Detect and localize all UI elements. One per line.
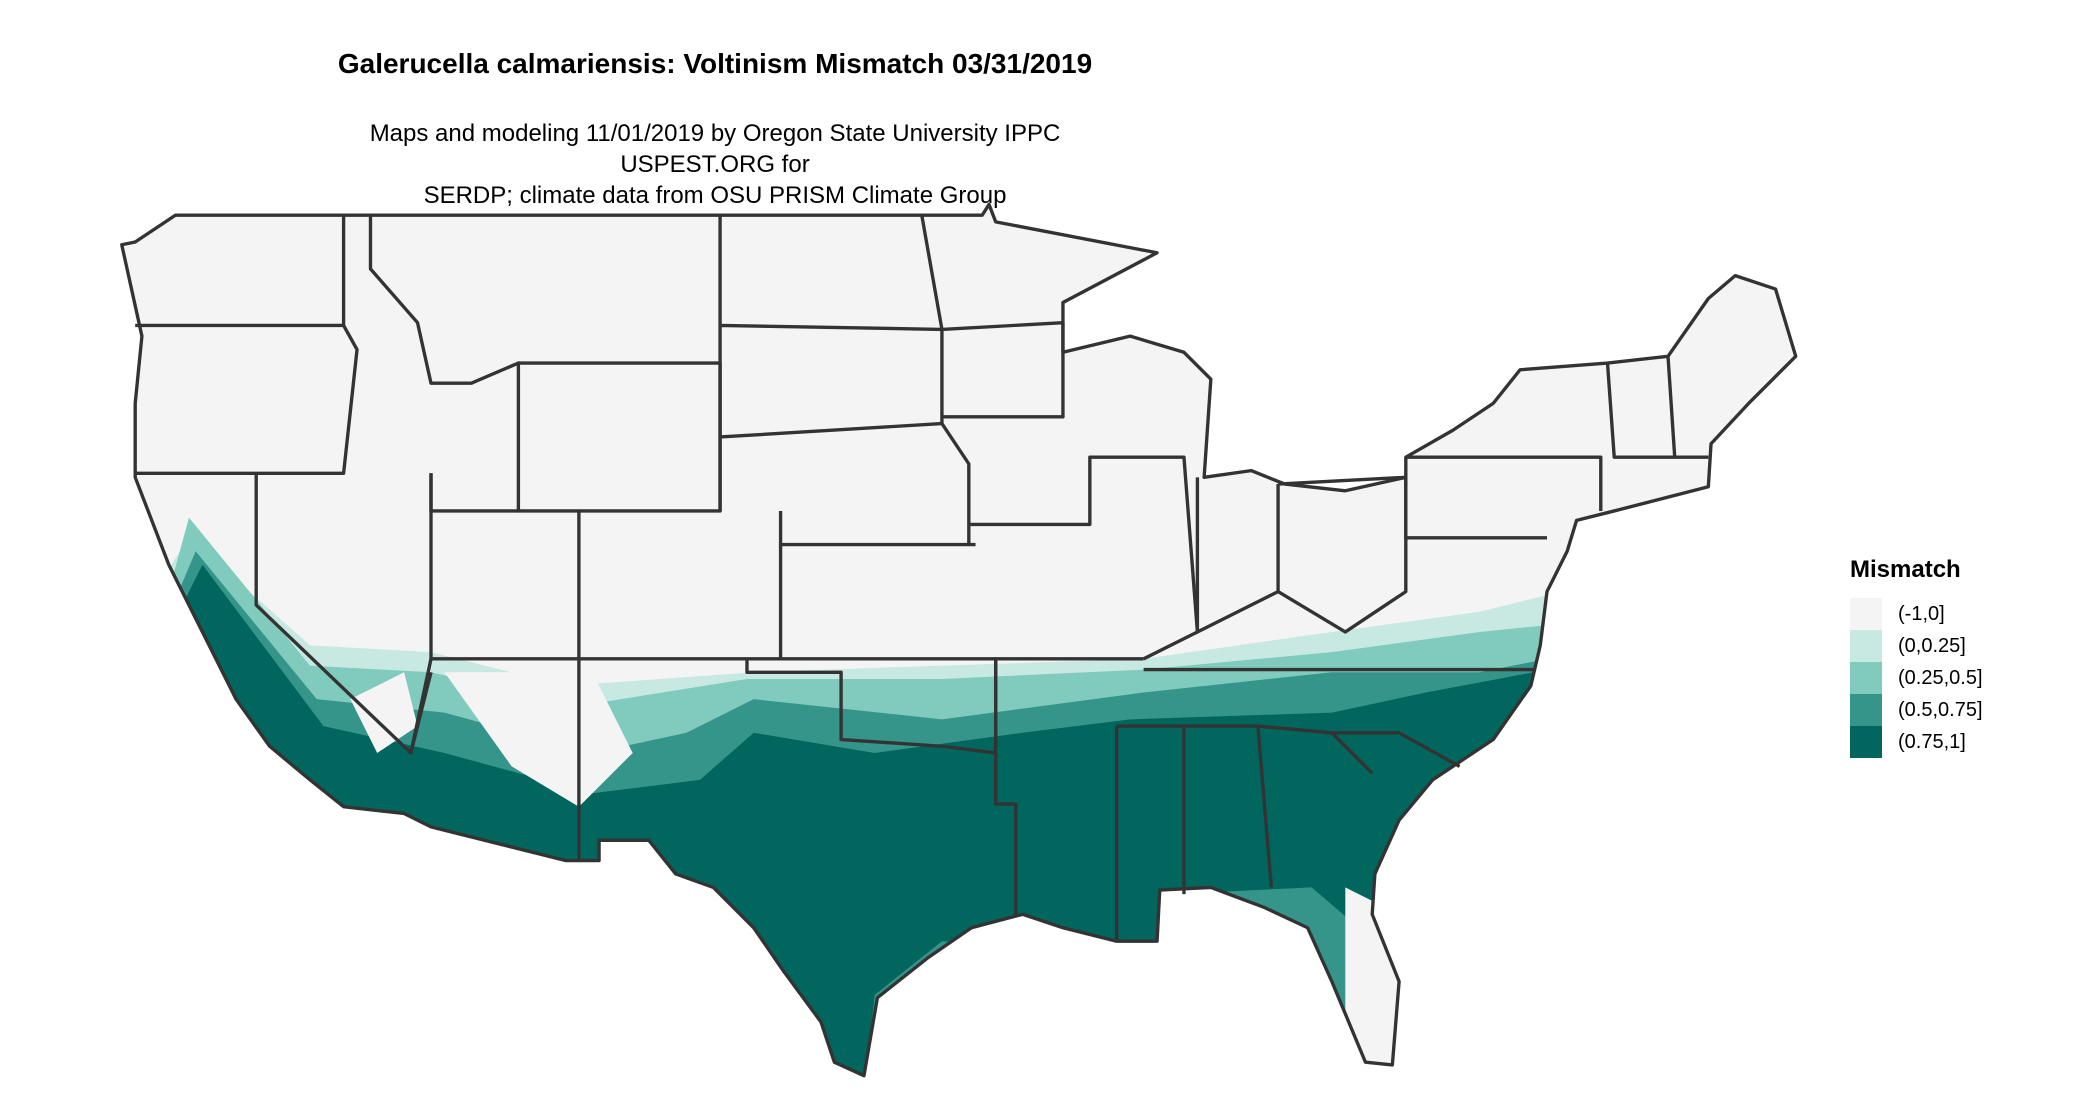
legend-label: (0.25,0.5] [1898,666,1983,689]
legend-swatch [1850,662,1882,694]
legend-label: (0.5,0.75] [1898,698,1983,721]
legend-item: (0,0.25] [1850,630,1983,662]
legend-item: (-1,0] [1850,598,1983,630]
map-title: Galerucella calmariensis: Voltinism Mism… [337,48,1093,79]
legend-swatch [1850,598,1882,630]
map-subtitle: Maps and modeling 11/01/2019 by Oregon S… [330,118,1100,211]
state-borders [120,202,1798,1078]
legend-item: (0.25,0.5] [1850,662,1983,694]
legend-title: Mismatch [1850,556,1961,583]
legend-swatch [1850,630,1882,662]
desert-light-patches [350,672,633,807]
legend: Mismatch (-1,0] (0,0.25] (0.25,0.5] (0.5,0.… [1850,556,1983,758]
subtitle-line-2: SERDP; climate data from OSU PRISM Clima… [423,182,1007,209]
legend-swatch [1850,726,1882,758]
subtitle-line-1: Maps and modeling 11/01/2019 by Oregon S… [369,120,1061,178]
legend-item: (0.5,0.75] [1850,694,1983,726]
legend-swatch [1850,694,1882,726]
legend-label: (0,0.25] [1898,634,1966,657]
us-outline-fill [121,204,1796,1076]
legend-item: (0.75,1] [1850,726,1983,758]
legend-items: (-1,0] (0,0.25] (0.25,0.5] (0.5,0.75] (0.75,… [1850,598,1983,758]
legend-label: (-1,0] [1898,602,1945,625]
legend-label: (0.75,1] [1898,730,1966,753]
